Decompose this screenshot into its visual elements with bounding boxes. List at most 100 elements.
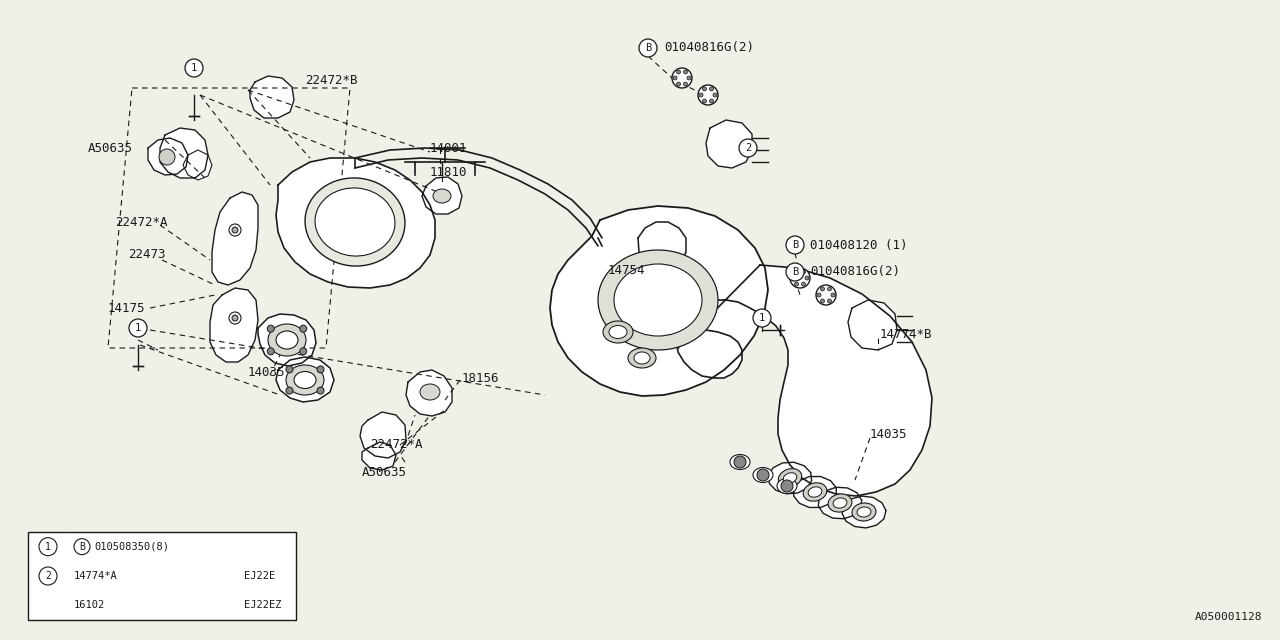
Ellipse shape xyxy=(420,384,440,400)
Polygon shape xyxy=(148,138,188,175)
Text: A50635: A50635 xyxy=(88,141,133,154)
Ellipse shape xyxy=(305,178,404,266)
Text: 22473: 22473 xyxy=(128,248,165,262)
Ellipse shape xyxy=(609,326,627,339)
Circle shape xyxy=(795,282,799,286)
Ellipse shape xyxy=(753,467,773,483)
Polygon shape xyxy=(768,462,812,493)
Circle shape xyxy=(698,85,718,105)
Text: A50635: A50635 xyxy=(362,465,407,479)
Polygon shape xyxy=(160,128,207,178)
Text: EJ22E: EJ22E xyxy=(244,571,275,581)
Text: 1: 1 xyxy=(191,63,197,73)
Text: B: B xyxy=(79,541,84,552)
Ellipse shape xyxy=(858,507,870,517)
Text: 1: 1 xyxy=(134,323,141,333)
Circle shape xyxy=(74,539,90,555)
Polygon shape xyxy=(406,370,452,416)
Ellipse shape xyxy=(833,498,847,508)
Circle shape xyxy=(781,480,794,492)
Polygon shape xyxy=(250,76,294,118)
Circle shape xyxy=(268,348,274,355)
Circle shape xyxy=(672,68,692,88)
Circle shape xyxy=(232,227,238,233)
Circle shape xyxy=(229,224,241,236)
Circle shape xyxy=(733,456,746,468)
Text: A050001128: A050001128 xyxy=(1194,612,1262,622)
Circle shape xyxy=(753,309,771,327)
Text: 1: 1 xyxy=(759,313,765,323)
Text: 11810: 11810 xyxy=(430,166,467,179)
Polygon shape xyxy=(360,412,406,458)
Circle shape xyxy=(805,276,809,280)
Circle shape xyxy=(827,299,832,303)
Text: 14774*A: 14774*A xyxy=(74,571,118,581)
Ellipse shape xyxy=(852,503,876,521)
Ellipse shape xyxy=(783,473,796,483)
Circle shape xyxy=(684,70,687,74)
Circle shape xyxy=(186,59,204,77)
Ellipse shape xyxy=(628,348,657,368)
Circle shape xyxy=(709,87,713,91)
Circle shape xyxy=(786,236,804,254)
Circle shape xyxy=(300,325,307,332)
Circle shape xyxy=(285,387,293,394)
Polygon shape xyxy=(183,150,212,180)
Circle shape xyxy=(159,149,175,165)
Circle shape xyxy=(817,285,836,305)
Text: 2: 2 xyxy=(745,143,751,153)
Bar xyxy=(28,532,296,620)
Text: 2: 2 xyxy=(45,571,51,581)
Polygon shape xyxy=(276,158,435,288)
Text: 1: 1 xyxy=(45,541,51,552)
Circle shape xyxy=(827,287,832,291)
Circle shape xyxy=(268,325,274,332)
Circle shape xyxy=(677,70,681,74)
Ellipse shape xyxy=(614,264,701,336)
Circle shape xyxy=(739,139,756,157)
Circle shape xyxy=(699,93,703,97)
Circle shape xyxy=(285,366,293,373)
Ellipse shape xyxy=(803,483,827,501)
Circle shape xyxy=(684,82,687,86)
Circle shape xyxy=(232,315,238,321)
Circle shape xyxy=(795,270,799,274)
Circle shape xyxy=(687,76,691,80)
Ellipse shape xyxy=(808,487,822,497)
Ellipse shape xyxy=(268,324,306,356)
Ellipse shape xyxy=(777,479,797,493)
Circle shape xyxy=(801,282,805,286)
Text: 22472*A: 22472*A xyxy=(370,438,422,451)
Polygon shape xyxy=(707,120,753,168)
Text: 18156: 18156 xyxy=(462,371,499,385)
Text: EJ22EZ: EJ22EZ xyxy=(244,600,282,611)
Text: B: B xyxy=(792,240,799,250)
Text: 14754: 14754 xyxy=(608,264,645,276)
Text: 01040816G(2): 01040816G(2) xyxy=(810,266,900,278)
Circle shape xyxy=(791,276,795,280)
Text: 22472*B: 22472*B xyxy=(305,74,357,86)
Circle shape xyxy=(38,538,58,556)
Circle shape xyxy=(317,366,324,373)
Ellipse shape xyxy=(433,189,451,203)
Circle shape xyxy=(713,93,717,97)
Polygon shape xyxy=(842,496,886,528)
Circle shape xyxy=(709,99,713,103)
Circle shape xyxy=(129,319,147,337)
Circle shape xyxy=(229,312,241,324)
Polygon shape xyxy=(259,314,316,366)
Circle shape xyxy=(703,99,707,103)
Text: 14001: 14001 xyxy=(430,141,467,154)
Circle shape xyxy=(801,270,805,274)
Circle shape xyxy=(38,567,58,585)
Text: 01040816G(2): 01040816G(2) xyxy=(664,42,754,54)
Text: 22472*A: 22472*A xyxy=(115,216,168,228)
Polygon shape xyxy=(212,192,259,285)
Polygon shape xyxy=(849,300,897,350)
Ellipse shape xyxy=(828,494,852,512)
Polygon shape xyxy=(422,177,462,214)
Polygon shape xyxy=(550,206,768,396)
Circle shape xyxy=(831,293,835,297)
Text: 14035: 14035 xyxy=(870,429,908,442)
Ellipse shape xyxy=(315,188,396,256)
